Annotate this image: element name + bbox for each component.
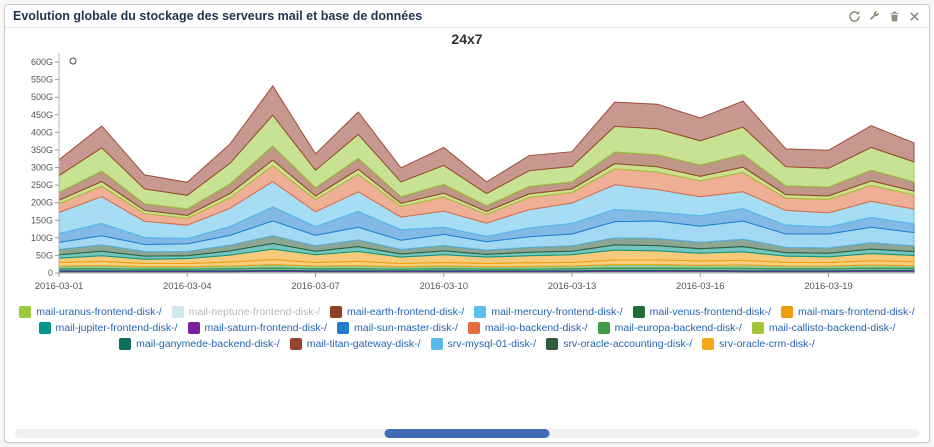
y-tick-label: 550G (31, 75, 53, 85)
scrollbar-thumb[interactable] (384, 429, 550, 438)
legend-label: mail-sun-master-disk-/ (354, 322, 458, 334)
legend-swatch (430, 338, 443, 350)
legend-label: mail-titan-gateway-disk-/ (306, 338, 421, 350)
close-icon[interactable] (908, 10, 921, 23)
x-tick-label: 2016-03-07 (291, 281, 340, 292)
legend-label: mail-callisto-backend-disk-/ (768, 322, 896, 334)
y-tick-label: 250G (31, 180, 53, 190)
legend-item[interactable]: mail-io-backend-disk-/ (467, 322, 588, 334)
legend-item[interactable]: srv-oracle-crm-disk-/ (702, 338, 815, 350)
legend-item[interactable]: mail-sun-master-disk-/ (337, 322, 458, 334)
legend-swatch (171, 306, 184, 318)
refresh-icon[interactable] (848, 10, 861, 23)
plot-annotation-dot (69, 57, 77, 65)
x-tick-label: 2016-03-19 (804, 281, 853, 292)
legend-swatch (337, 322, 350, 334)
legend-item[interactable]: mail-saturn-frontend-disk-/ (187, 322, 328, 334)
legend-item[interactable]: mail-mercury-frontend-disk-/ (474, 306, 623, 318)
storage-stacked-area-chart: 0 50G 100G 150G 200G 250G 300G 350G 400G 450G 500G… (5, 47, 929, 304)
legend-swatch (467, 322, 480, 334)
y-tick-label: 50G (36, 250, 53, 260)
legend-label: mail-venus-frontend-disk-/ (649, 306, 772, 318)
legend-swatch (597, 322, 610, 334)
legend-label: srv-oracle-accounting-disk-/ (563, 338, 693, 350)
legend-item[interactable]: mail-ganymede-backend-disk-/ (119, 338, 280, 350)
legend-swatch (330, 306, 343, 318)
y-tick-label: 450G (31, 110, 53, 120)
legend-swatch (546, 338, 559, 350)
legend-swatch (119, 338, 132, 350)
legend-label: srv-oracle-crm-disk-/ (719, 338, 815, 350)
x-tick-label: 2016-03-01 (35, 281, 84, 292)
legend-label: mail-mars-frontend-disk-/ (798, 306, 915, 318)
legend-label: mail-jupiter-frontend-disk-/ (55, 322, 178, 334)
legend-swatch (289, 338, 302, 350)
legend-swatch (632, 306, 645, 318)
legend-label: mail-uranus-frontend-disk-/ (36, 306, 162, 318)
y-tick-label: 0 (48, 268, 53, 278)
legend-label: mail-earth-frontend-disk-/ (347, 306, 465, 318)
trash-icon[interactable] (888, 10, 901, 23)
legend-swatch (187, 322, 200, 334)
widget-title: Evolution globale du stockage des serveu… (13, 9, 423, 23)
y-tick-label: 400G (31, 127, 53, 137)
legend-label: mail-europa-backend-disk-/ (614, 322, 742, 334)
legend-item[interactable]: mail-callisto-backend-disk-/ (751, 322, 896, 334)
chart-svg: 0 50G 100G 150G 200G 250G 300G 350G 400G 450G 500G… (31, 53, 915, 292)
y-tick-label: 300G (31, 163, 53, 173)
legend-swatch (19, 306, 32, 318)
legend-item[interactable]: mail-venus-frontend-disk-/ (632, 306, 772, 318)
widget-card: Evolution globale du stockage des serveu… (4, 4, 930, 443)
legend-swatch (751, 322, 764, 334)
legend-swatch (781, 306, 794, 318)
legend-item[interactable]: srv-oracle-accounting-disk-/ (546, 338, 692, 350)
x-tick-label: 2016-03-04 (163, 281, 212, 292)
chart-legend: mail-uranus-frontend-disk-/ mail-neptune-… (5, 304, 929, 352)
legend-item[interactable]: mail-europa-backend-disk-/ (597, 322, 742, 334)
legend-swatch (38, 322, 51, 334)
legend-item[interactable]: mail-earth-frontend-disk-/ (330, 306, 464, 318)
legend-label: mail-mercury-frontend-disk-/ (491, 306, 623, 318)
y-tick-label: 150G (31, 215, 53, 225)
widget-toolbar (848, 10, 921, 23)
legend-item[interactable]: mail-uranus-frontend-disk-/ (19, 306, 162, 318)
y-tick-label: 350G (31, 145, 53, 155)
legend-label: mail-ganymede-backend-disk-/ (136, 338, 280, 350)
legend-label: mail-neptune-frontend-disk-/ (188, 306, 321, 318)
horizontal-scrollbar[interactable] (15, 429, 919, 438)
legend-label: srv-mysql-01-disk-/ (447, 338, 537, 350)
y-tick-label: 100G (31, 233, 53, 243)
legend-item[interactable]: mail-jupiter-frontend-disk-/ (38, 322, 178, 334)
chart-title: 24x7 (451, 31, 483, 47)
legend-swatch (702, 338, 715, 350)
y-tick-label: 600G (31, 57, 53, 67)
legend-label: mail-saturn-frontend-disk-/ (204, 322, 328, 334)
x-tick-label: 2016-03-16 (676, 281, 725, 292)
legend-label: mail-io-backend-disk-/ (484, 322, 588, 334)
wrench-icon[interactable] (868, 10, 881, 23)
legend-swatch (474, 306, 487, 318)
widget-header: Evolution globale du stockage des serveu… (5, 5, 929, 28)
x-tick-label: 2016-03-13 (548, 281, 597, 292)
y-tick-label: 500G (31, 92, 53, 102)
legend-item[interactable]: mail-titan-gateway-disk-/ (289, 338, 421, 350)
area-band-mail-titan-gateway-disk-/ (58, 85, 915, 196)
x-tick-label: 2016-03-10 (419, 281, 468, 292)
legend-item[interactable]: mail-mars-frontend-disk-/ (781, 306, 915, 318)
y-tick-label: 200G (31, 198, 53, 208)
legend-item[interactable]: mail-neptune-frontend-disk-/ (171, 306, 321, 318)
legend-item[interactable]: srv-mysql-01-disk-/ (430, 338, 537, 350)
